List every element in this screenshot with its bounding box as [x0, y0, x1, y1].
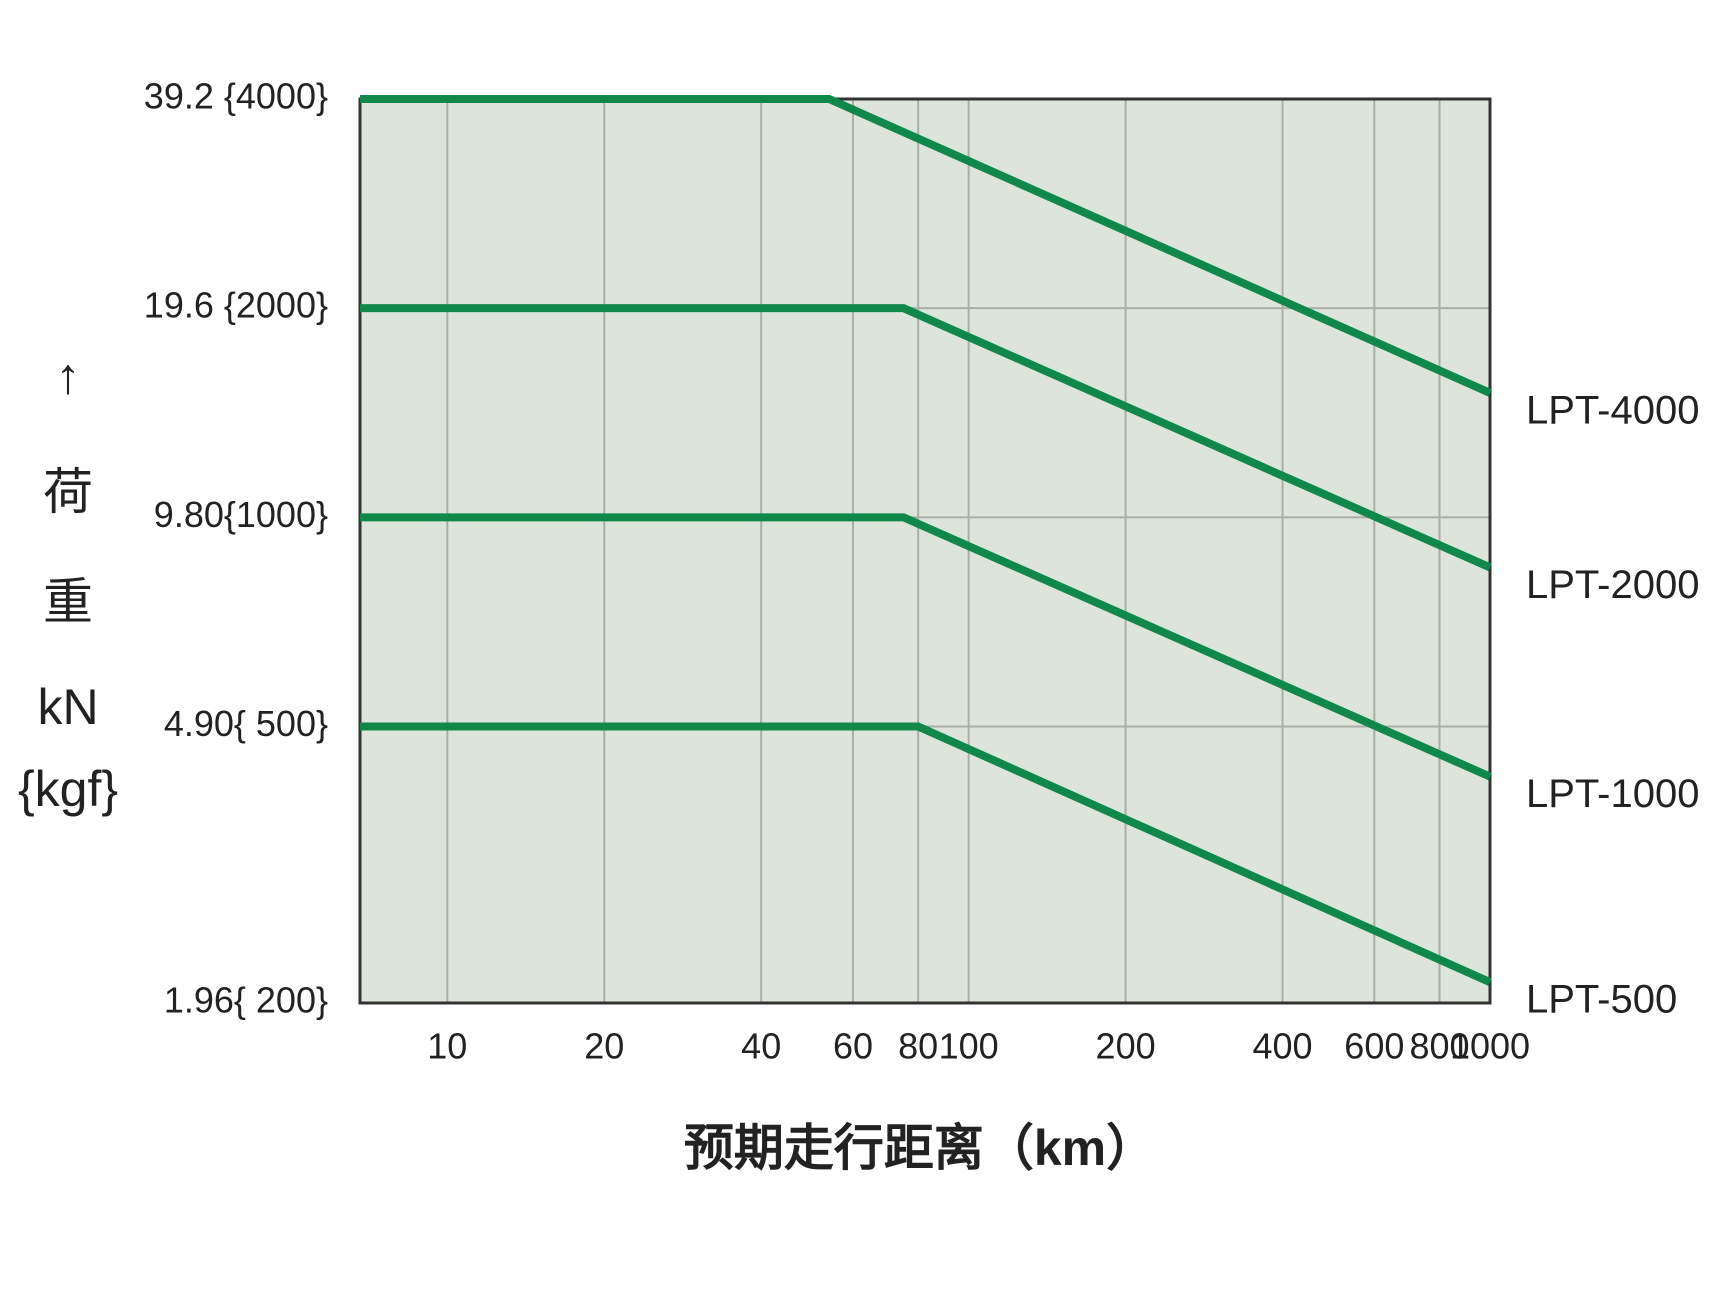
series-line	[360, 722, 1492, 986]
series-label: LPT-2000	[1526, 563, 1699, 607]
series-line	[360, 513, 1492, 781]
y-tick-label: 19.6 {2000}	[144, 285, 328, 326]
x-axis-label: 预期走行距离（km）	[684, 1120, 1156, 1176]
plot-area	[360, 99, 1490, 1003]
x-tick-label: 400	[1252, 1026, 1312, 1067]
y-tick-label: 9.80{1000}	[154, 494, 328, 535]
series-line	[360, 304, 1492, 572]
x-tick-label: 200	[1096, 1026, 1156, 1067]
plot-border	[358, 97, 1492, 1005]
y-axis-label: ↑	[56, 348, 81, 404]
series-label: LPT-4000	[1526, 388, 1699, 432]
y-tick-label: 4.90{ 500}	[164, 703, 328, 744]
series-label: LPT-1000	[1526, 772, 1699, 816]
y-tick-label: 1.96{ 200}	[164, 980, 328, 1021]
x-tick-label: 20	[584, 1026, 624, 1067]
x-tick-label: 600	[1344, 1026, 1404, 1067]
x-tick-label: 800	[1409, 1026, 1469, 1067]
x-tick-label: 60	[833, 1026, 873, 1067]
series-line	[360, 95, 1492, 397]
y-tick-label: 39.2 {4000}	[144, 76, 328, 117]
x-tick-label: 40	[741, 1026, 781, 1067]
x-tick-label: 1000	[1450, 1026, 1530, 1067]
series-label: LPT-500	[1526, 978, 1677, 1022]
x-tick-label: 10	[427, 1026, 467, 1067]
y-axis-label: kN	[37, 679, 98, 735]
x-tick-label: 100	[939, 1026, 999, 1067]
y-axis-label: 重	[43, 574, 93, 630]
x-tick-label: 80	[898, 1026, 938, 1067]
y-axis-label: 荷	[43, 464, 93, 520]
y-axis-label: {kgf}	[18, 761, 118, 817]
